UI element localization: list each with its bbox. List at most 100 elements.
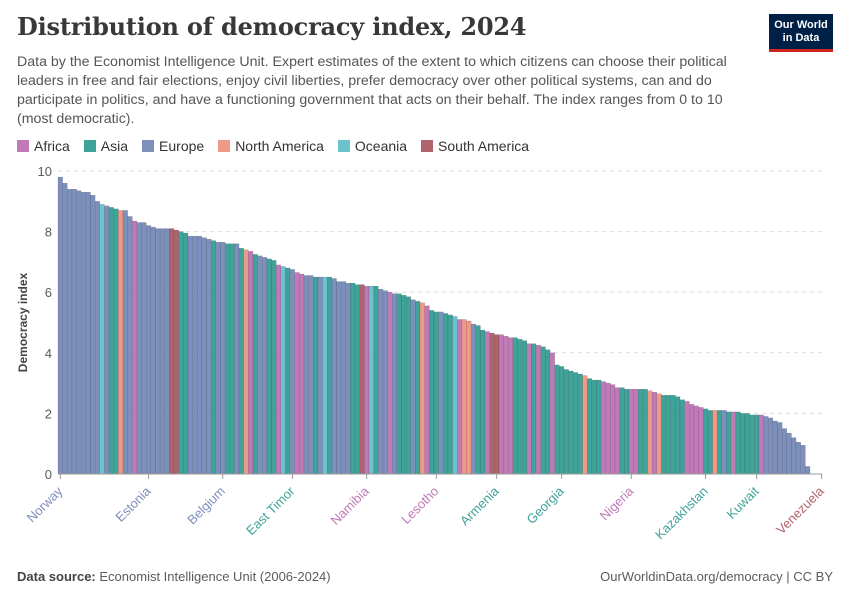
bar[interactable]: [187, 235, 193, 475]
bar[interactable]: [554, 364, 560, 475]
bar[interactable]: [62, 182, 68, 475]
bar[interactable]: [317, 276, 323, 475]
bar[interactable]: [670, 395, 676, 475]
bar[interactable]: [573, 372, 579, 475]
bar[interactable]: [368, 285, 374, 475]
bar[interactable]: [322, 276, 328, 475]
bar[interactable]: [220, 241, 226, 475]
bar[interactable]: [791, 437, 797, 475]
bar[interactable]: [642, 388, 648, 475]
bar[interactable]: [280, 266, 286, 475]
bar[interactable]: [577, 373, 583, 475]
bar[interactable]: [568, 370, 574, 475]
bar[interactable]: [178, 231, 184, 475]
bar[interactable]: [610, 384, 616, 475]
bar[interactable]: [540, 346, 546, 475]
bar[interactable]: [99, 204, 105, 475]
bar[interactable]: [489, 332, 495, 475]
legend-item-asia[interactable]: Asia: [83, 138, 128, 154]
bar[interactable]: [354, 284, 360, 475]
data-source-text[interactable]: Economist Intelligence Unit (2006-2024): [99, 569, 331, 584]
legend-item-north-america[interactable]: North America: [218, 138, 324, 154]
bar[interactable]: [744, 413, 750, 475]
bar[interactable]: [224, 243, 230, 475]
bar[interactable]: [447, 314, 453, 475]
bar[interactable]: [289, 269, 295, 475]
bar[interactable]: [438, 311, 444, 475]
bar[interactable]: [155, 228, 161, 475]
bar[interactable]: [498, 334, 504, 475]
bar[interactable]: [763, 416, 769, 475]
bar[interactable]: [470, 323, 476, 475]
bar[interactable]: [480, 329, 486, 475]
bar[interactable]: [591, 379, 597, 475]
bar[interactable]: [758, 414, 764, 475]
bar[interactable]: [141, 222, 147, 475]
bar[interactable]: [689, 404, 695, 475]
bar[interactable]: [313, 276, 319, 475]
bar[interactable]: [81, 192, 87, 475]
bar[interactable]: [113, 208, 119, 475]
bar[interactable]: [503, 335, 509, 475]
bar[interactable]: [118, 210, 124, 475]
bar[interactable]: [457, 319, 463, 475]
bar[interactable]: [549, 352, 555, 475]
bar[interactable]: [651, 391, 658, 475]
bar[interactable]: [586, 378, 593, 475]
bar[interactable]: [183, 232, 189, 475]
bar[interactable]: [401, 295, 407, 475]
bar[interactable]: [266, 258, 272, 475]
bar[interactable]: [466, 320, 472, 475]
bar[interactable]: [605, 382, 611, 475]
bar[interactable]: [559, 366, 565, 475]
bar[interactable]: [271, 260, 277, 475]
bar[interactable]: [248, 251, 254, 475]
bar[interactable]: [679, 399, 685, 475]
bar[interactable]: [136, 222, 142, 475]
bar[interactable]: [656, 393, 662, 475]
bar[interactable]: [145, 225, 152, 475]
bar[interactable]: [508, 337, 514, 475]
bar[interactable]: [382, 290, 388, 475]
bar[interactable]: [419, 302, 425, 475]
bar[interactable]: [415, 301, 421, 475]
bar[interactable]: [522, 340, 528, 475]
bar[interactable]: [424, 305, 430, 475]
bar[interactable]: [345, 282, 351, 475]
bar[interactable]: [392, 293, 398, 475]
bar[interactable]: [76, 190, 82, 475]
bar[interactable]: [396, 293, 402, 475]
bar[interactable]: [350, 282, 356, 475]
bar[interactable]: [545, 349, 551, 475]
bar[interactable]: [721, 410, 727, 475]
bar[interactable]: [378, 288, 384, 475]
bar[interactable]: [85, 192, 91, 475]
bar[interactable]: [359, 284, 365, 475]
bar[interactable]: [707, 410, 713, 475]
bar[interactable]: [535, 345, 541, 475]
bar[interactable]: [531, 343, 537, 475]
bar[interactable]: [57, 176, 63, 475]
bar[interactable]: [373, 285, 379, 475]
bar[interactable]: [517, 338, 523, 475]
bar[interactable]: [90, 195, 96, 475]
bar[interactable]: [169, 228, 175, 475]
bar[interactable]: [308, 275, 314, 475]
bar[interactable]: [234, 243, 240, 475]
bar[interactable]: [262, 257, 268, 475]
bar[interactable]: [730, 411, 736, 475]
legend-item-africa[interactable]: Africa: [17, 138, 70, 154]
bar[interactable]: [303, 275, 309, 475]
bar[interactable]: [452, 316, 458, 475]
bar[interactable]: [624, 388, 630, 475]
bar[interactable]: [619, 387, 625, 475]
bar[interactable]: [684, 401, 690, 475]
bar[interactable]: [703, 408, 709, 475]
legend-item-europe[interactable]: Europe: [142, 138, 204, 154]
bar[interactable]: [647, 390, 653, 475]
bar[interactable]: [781, 428, 787, 475]
bar[interactable]: [749, 414, 755, 475]
bar[interactable]: [94, 201, 100, 475]
bar[interactable]: [336, 281, 342, 475]
bar[interactable]: [582, 375, 588, 475]
